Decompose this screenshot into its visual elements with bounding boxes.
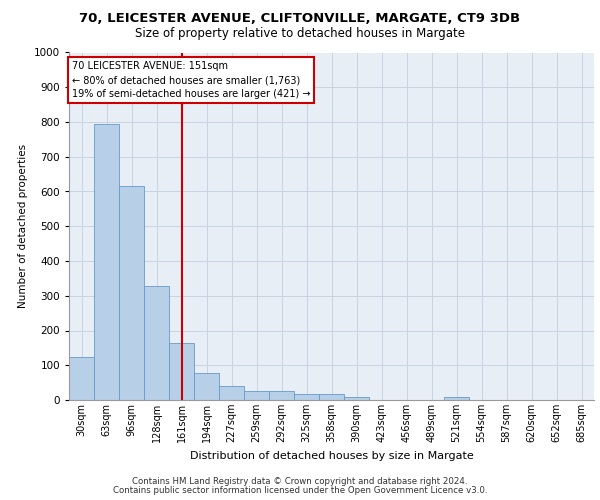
Y-axis label: Number of detached properties: Number of detached properties — [18, 144, 28, 308]
Bar — [194, 373, 219, 400]
Text: Contains HM Land Registry data © Crown copyright and database right 2024.: Contains HM Land Registry data © Crown c… — [132, 477, 468, 486]
Bar — [319, 394, 344, 400]
Text: 70, LEICESTER AVENUE, CLIFTONVILLE, MARGATE, CT9 3DB: 70, LEICESTER AVENUE, CLIFTONVILLE, MARG… — [79, 12, 521, 26]
Bar — [294, 394, 319, 400]
Bar — [144, 286, 169, 400]
Bar — [219, 386, 244, 400]
X-axis label: Distribution of detached houses by size in Margate: Distribution of detached houses by size … — [190, 450, 473, 460]
Bar — [169, 344, 194, 400]
Bar — [119, 186, 144, 400]
Bar — [69, 356, 94, 400]
Bar — [269, 392, 294, 400]
Text: 70 LEICESTER AVENUE: 151sqm
← 80% of detached houses are smaller (1,763)
19% of : 70 LEICESTER AVENUE: 151sqm ← 80% of det… — [71, 61, 310, 99]
Text: Contains public sector information licensed under the Open Government Licence v3: Contains public sector information licen… — [113, 486, 487, 495]
Text: Size of property relative to detached houses in Margate: Size of property relative to detached ho… — [135, 28, 465, 40]
Bar — [244, 390, 269, 400]
Bar — [444, 396, 469, 400]
Bar — [94, 124, 119, 400]
Bar — [344, 396, 369, 400]
